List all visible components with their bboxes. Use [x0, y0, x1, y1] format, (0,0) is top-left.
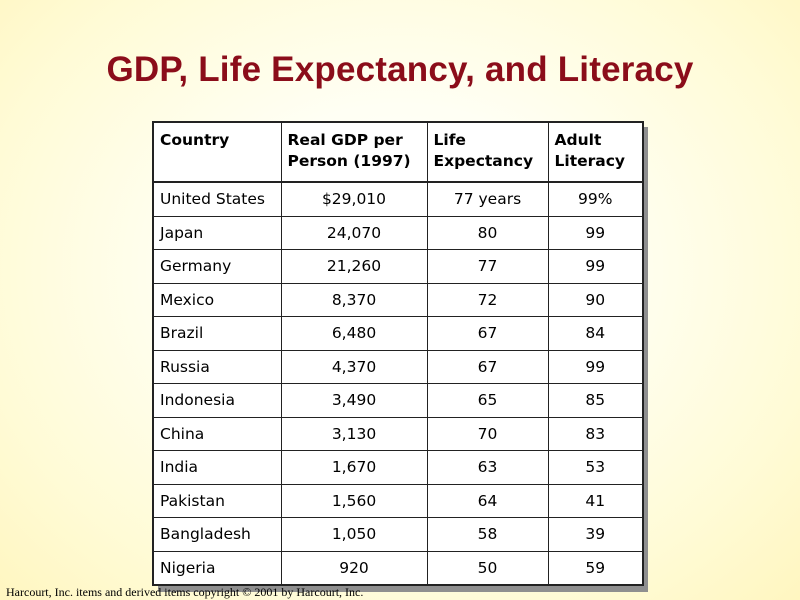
cell-country: Indonesia	[152, 383, 282, 418]
cell-adult-literacy: 39	[547, 517, 644, 552]
cell-life-expectancy: 77	[426, 249, 549, 284]
cell-country: Germany	[152, 249, 282, 284]
header-life-expectancy: Life Expectancy	[426, 121, 549, 183]
cell-country: Brazil	[152, 316, 282, 351]
cell-life-expectancy: 58	[426, 517, 549, 552]
table-row: China 3,130 70 83	[152, 416, 644, 451]
cell-adult-literacy: 99	[547, 215, 644, 250]
cell-life-expectancy: 70	[426, 416, 549, 451]
cell-gdp: 6,480	[280, 316, 428, 351]
table-row: India 1,670 63 53	[152, 450, 644, 485]
table-row: Russia 4,370 67 99	[152, 349, 644, 384]
cell-life-expectancy: 67	[426, 316, 549, 351]
table-row: Bangladesh 1,050 58 39	[152, 517, 644, 552]
cell-gdp: 1,050	[280, 517, 428, 552]
cell-life-expectancy: 77 years	[426, 181, 549, 217]
table-row: Nigeria 920 50 59	[152, 550, 644, 586]
cell-country: United States	[152, 181, 282, 217]
cell-adult-literacy: 53	[547, 450, 644, 485]
cell-life-expectancy: 64	[426, 483, 549, 518]
cell-adult-literacy: 85	[547, 383, 644, 418]
cell-life-expectancy: 63	[426, 450, 549, 485]
cell-gdp: 8,370	[280, 282, 428, 317]
table-header-row: Country Real GDP per Person (1997) Life …	[152, 121, 644, 183]
data-table-container: Country Real GDP per Person (1997) Life …	[152, 121, 644, 586]
copyright-footer: Harcourt, Inc. items and derived items c…	[6, 585, 364, 599]
table-row: Japan 24,070 80 99	[152, 215, 644, 250]
table-row: Indonesia 3,490 65 85	[152, 383, 644, 418]
cell-country: China	[152, 416, 282, 451]
cell-life-expectancy: 80	[426, 215, 549, 250]
cell-gdp: 1,560	[280, 483, 428, 518]
table-row: Pakistan 1,560 64 41	[152, 483, 644, 518]
cell-life-expectancy: 72	[426, 282, 549, 317]
header-gdp: Real GDP per Person (1997)	[280, 121, 428, 183]
cell-adult-literacy: 99	[547, 249, 644, 284]
table-row: United States $29,010 77 years 99%	[152, 181, 644, 217]
cell-country: Nigeria	[152, 550, 282, 586]
cell-adult-literacy: 99	[547, 349, 644, 384]
cell-gdp: 3,490	[280, 383, 428, 418]
cell-gdp: 3,130	[280, 416, 428, 451]
table-body: United States $29,010 77 years 99% Japan 24,0…	[152, 181, 644, 586]
data-table: Country Real GDP per Person (1997) Life …	[152, 121, 644, 586]
header-adult-literacy: Adult Literacy	[547, 121, 644, 183]
cell-adult-literacy: 90	[547, 282, 644, 317]
cell-country: Mexico	[152, 282, 282, 317]
cell-adult-literacy: 83	[547, 416, 644, 451]
table-row: Mexico 8,370 72 90	[152, 282, 644, 317]
cell-country: Bangladesh	[152, 517, 282, 552]
cell-country: Japan	[152, 215, 282, 250]
cell-life-expectancy: 65	[426, 383, 549, 418]
cell-adult-literacy: 99%	[547, 181, 644, 217]
table-row: Germany 21,260 77 99	[152, 249, 644, 284]
cell-gdp: 1,670	[280, 450, 428, 485]
cell-gdp: $29,010	[280, 181, 428, 217]
cell-country: Russia	[152, 349, 282, 384]
cell-gdp: 21,260	[280, 249, 428, 284]
cell-adult-literacy: 59	[547, 550, 644, 586]
cell-adult-literacy: 41	[547, 483, 644, 518]
cell-adult-literacy: 84	[547, 316, 644, 351]
header-country: Country	[152, 121, 282, 183]
cell-gdp: 24,070	[280, 215, 428, 250]
cell-gdp: 4,370	[280, 349, 428, 384]
cell-country: India	[152, 450, 282, 485]
cell-life-expectancy: 50	[426, 550, 549, 586]
table-row: Brazil 6,480 67 84	[152, 316, 644, 351]
cell-life-expectancy: 67	[426, 349, 549, 384]
cell-country: Pakistan	[152, 483, 282, 518]
cell-gdp: 920	[280, 550, 428, 586]
page-title: GDP, Life Expectancy, and Literacy	[106, 50, 694, 89]
